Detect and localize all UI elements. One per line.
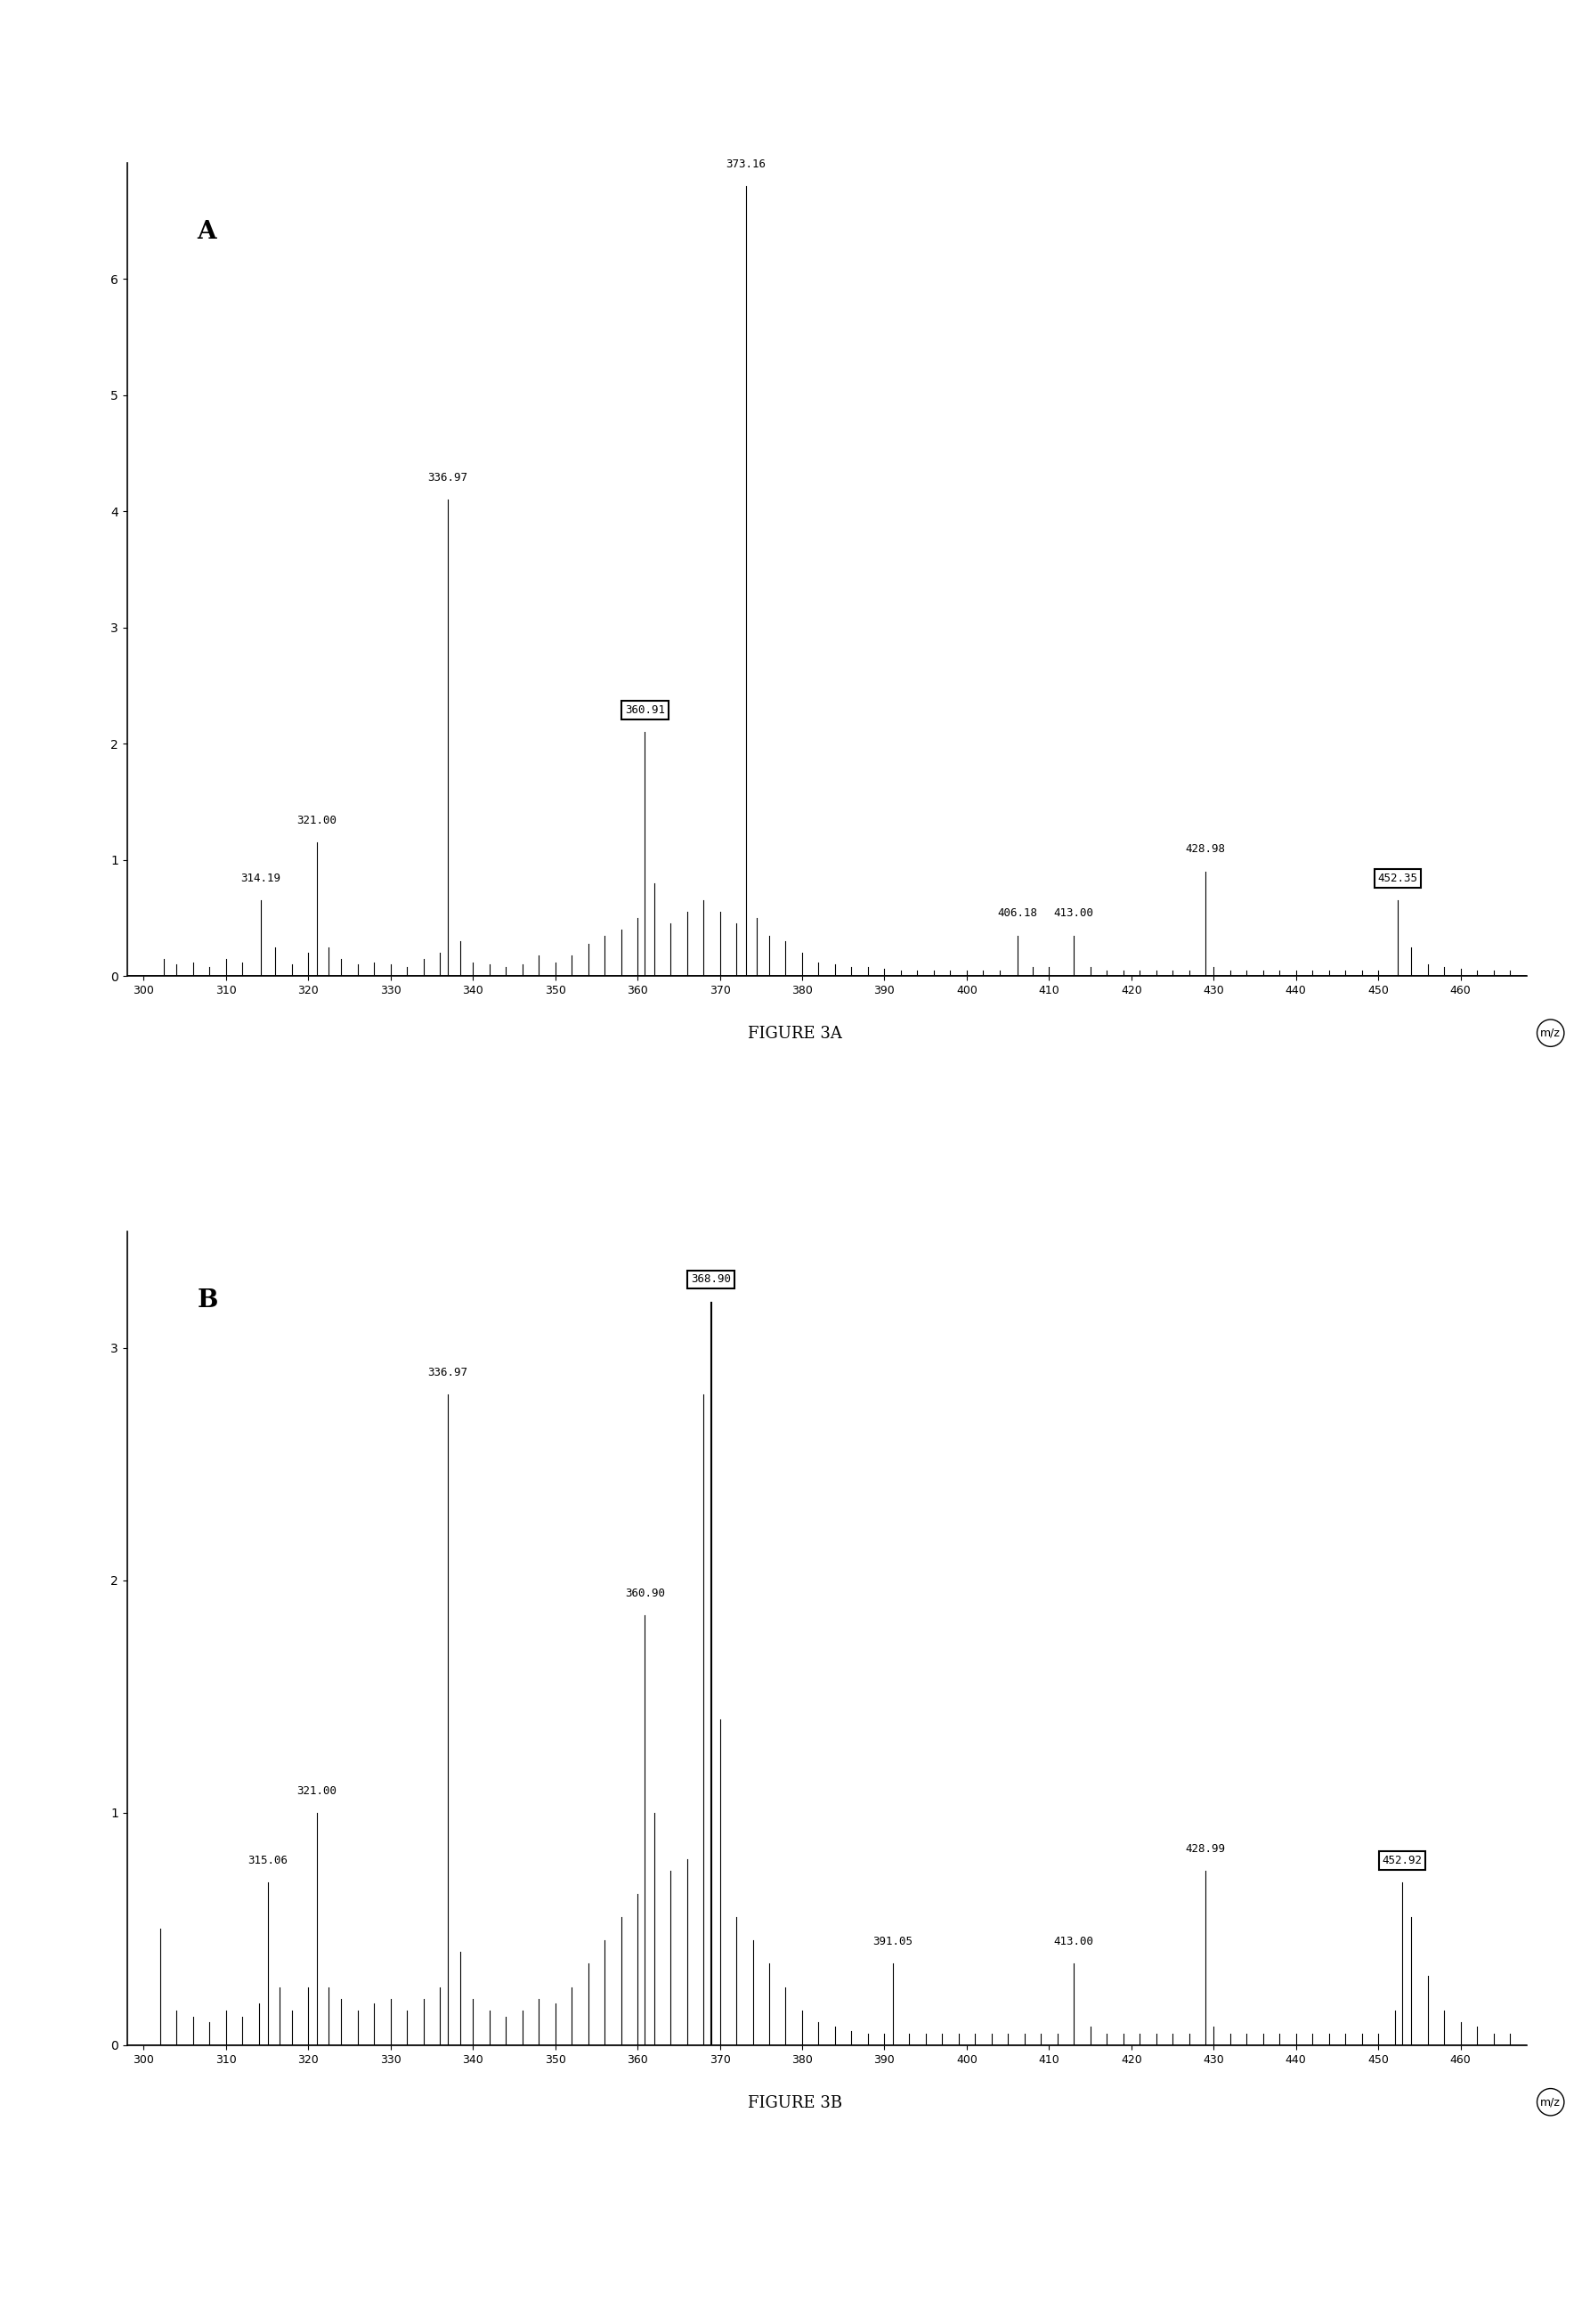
Text: A: A [197, 221, 216, 244]
Text: 321.00: 321.00 [296, 1785, 337, 1796]
Text: 336.97: 336.97 [428, 472, 467, 483]
Text: 315.06: 315.06 [248, 1855, 288, 1866]
Text: 336.97: 336.97 [428, 1367, 467, 1378]
Text: 360.91: 360.91 [625, 704, 665, 716]
Text: 452.92: 452.92 [1382, 1855, 1423, 1866]
Text: B: B [197, 1287, 218, 1313]
Text: 452.35: 452.35 [1377, 874, 1418, 883]
Text: 314.19: 314.19 [240, 874, 280, 883]
Text: m/z: m/z [1541, 2096, 1561, 2108]
Text: m/z: m/z [1541, 1027, 1561, 1039]
Text: 321.00: 321.00 [296, 816, 337, 827]
Text: 406.18: 406.18 [997, 909, 1038, 920]
Text: 373.16: 373.16 [725, 158, 766, 170]
Text: 391.05: 391.05 [873, 1936, 913, 1948]
Text: 428.99: 428.99 [1185, 1843, 1226, 1855]
Text: 428.98: 428.98 [1185, 844, 1226, 855]
Text: 368.90: 368.90 [690, 1274, 731, 1285]
Text: 413.00: 413.00 [1054, 1936, 1094, 1948]
Text: 360.90: 360.90 [625, 1587, 665, 1599]
Text: FIGURE 3B: FIGURE 3B [747, 2096, 843, 2110]
Text: FIGURE 3A: FIGURE 3A [747, 1027, 843, 1041]
Text: 413.00: 413.00 [1054, 909, 1094, 920]
